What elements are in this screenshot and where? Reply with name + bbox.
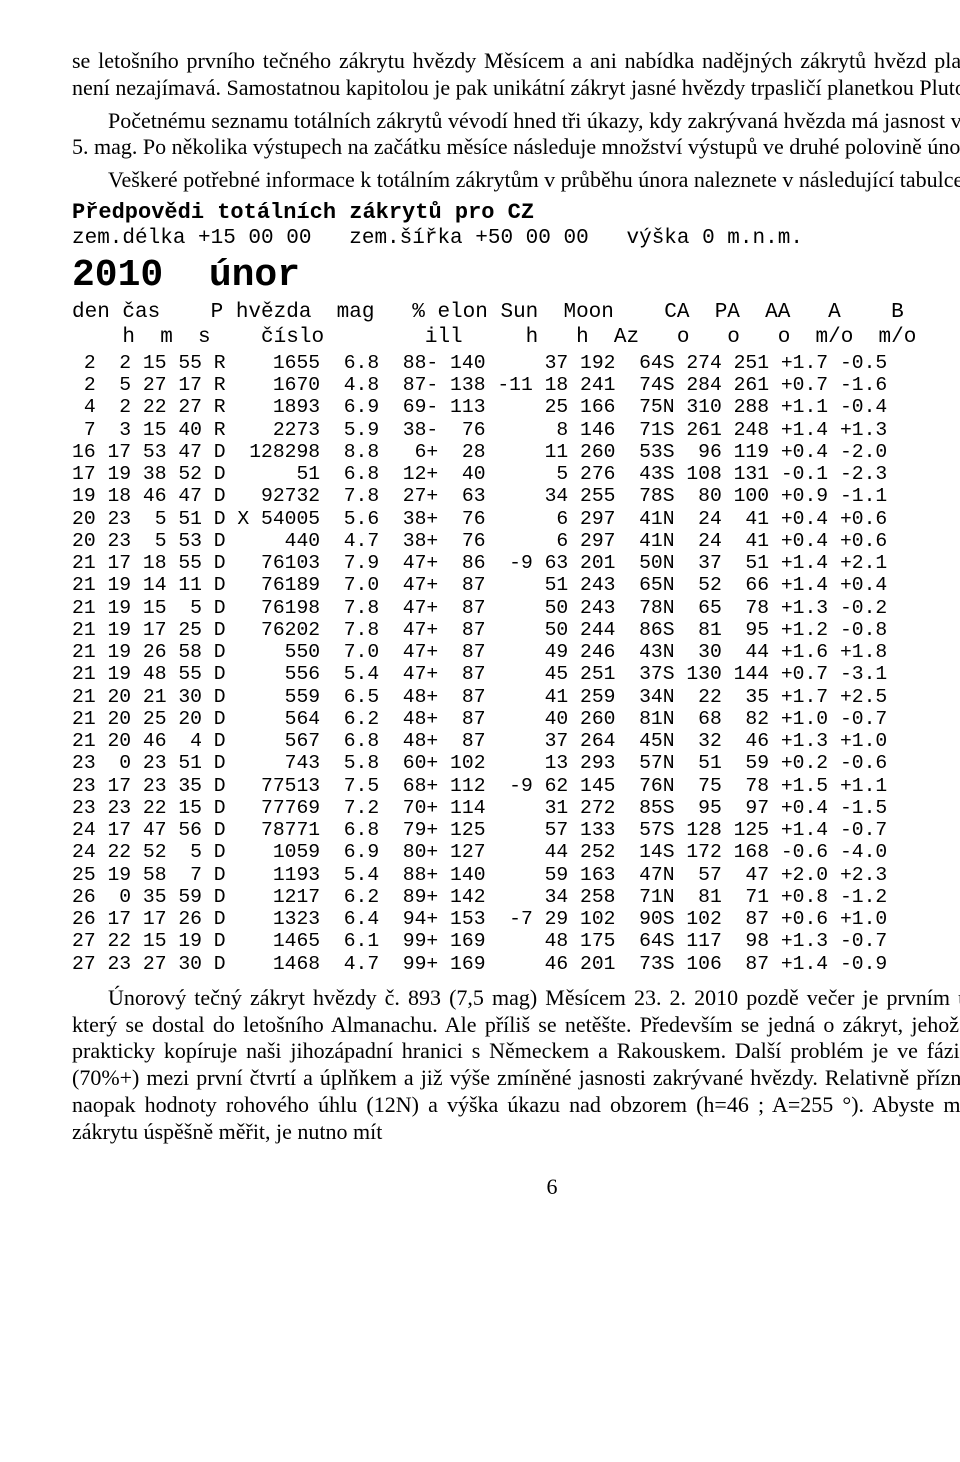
coords-line: zem.délka +15 00 00 zem.šířka +50 00 00 … [72, 227, 960, 251]
table-header-1: den čas P hvězda mag % elon Sun Moon CA … [72, 301, 960, 325]
year-month: 2010 únor [72, 253, 960, 299]
predictions-heading: Předpovědi totálních zákrytů pro CZ [72, 200, 960, 227]
paragraph-2: Početnému seznamu totálních zákrytů vévo… [72, 108, 960, 162]
page-number: 6 [72, 1174, 960, 1201]
table-header-2: h m s číslo ill h h Az o o o m/o m/o [72, 326, 960, 350]
paragraph-1: se letošního prvního tečného zákrytu hvě… [72, 48, 960, 102]
paragraph-3: Veškeré potřebné informace k totálním zá… [72, 167, 960, 194]
data-table: 2 2 15 55 R 1655 6.8 88- 140 37 192 64S … [72, 352, 960, 975]
paragraph-4: Únorový tečný zákryt hvězdy č. 893 (7,5 … [72, 985, 960, 1146]
